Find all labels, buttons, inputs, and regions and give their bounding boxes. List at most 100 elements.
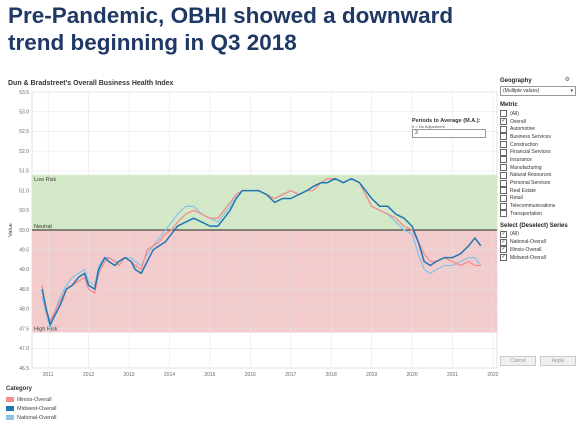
filter-options-icon[interactable]: ⚙ (564, 77, 570, 83)
y-tick-label: 50.5 (19, 208, 29, 214)
metric-option[interactable]: Retail (500, 194, 576, 203)
y-tick-label: 53.0 (19, 110, 29, 116)
checkbox[interactable] (500, 141, 507, 149)
checkbox[interactable] (500, 194, 507, 202)
checkbox[interactable]: ✓ (500, 230, 507, 238)
metric-option[interactable]: Business Services (500, 133, 576, 141)
metric-option-label: Business Services (510, 133, 551, 140)
x-tick-label: 2020 (407, 372, 418, 378)
metric-option-label: Transportation (510, 210, 543, 217)
metric-option[interactable]: ✓ Overall (500, 118, 576, 126)
legend-swatch (6, 406, 14, 411)
geography-title: Geography (500, 78, 532, 84)
x-tick-label: 2022 (487, 372, 498, 378)
checkbox[interactable]: ✓ (500, 238, 507, 246)
metric-option[interactable]: Construction (500, 141, 576, 149)
periods-input[interactable]: 3 (412, 129, 486, 138)
metric-option-label: Telecommunications (510, 203, 556, 210)
checkbox[interactable]: ✓ (500, 254, 507, 262)
periods-title: Periods to Average (M.A.): (412, 118, 481, 124)
metric-option-label: Personal Services (510, 180, 551, 187)
x-tick-label: 2014 (164, 372, 175, 378)
legend-title: Category (6, 386, 33, 392)
legend-swatch (6, 415, 14, 420)
y-tick-label: 53.5 (19, 90, 29, 96)
y-tick-label: 47.5 (19, 326, 29, 332)
y-tick-label: 50.0 (19, 228, 29, 234)
band-label: Low Risk (34, 177, 57, 183)
metric-option[interactable]: Natural Resources (500, 171, 576, 180)
series-option-label: Illinois-Overall (510, 246, 542, 253)
checkbox[interactable] (500, 210, 507, 218)
line-chart: 46.5 47.0 47.5 48.0 48.5 49.0 49.5 50.0 50.5 51.0… (8, 90, 499, 378)
legend-label: Midwest-Overall (17, 405, 57, 412)
y-tick-label: 52.0 (19, 149, 29, 155)
checkbox[interactable] (500, 171, 507, 179)
metric-option-label: (All) (510, 110, 519, 117)
y-tick-label: 46.5 (19, 366, 29, 372)
series-line-midwest-overall (41, 177, 482, 326)
checkbox[interactable] (500, 133, 507, 141)
series-option[interactable]: ✓ National-Overall (500, 238, 576, 246)
metric-option[interactable]: (All) (500, 110, 576, 118)
checkbox[interactable] (500, 156, 507, 164)
metric-option[interactable]: Manufacturing (500, 164, 576, 172)
x-tick-label: 2018 (326, 372, 337, 378)
series-option-label: National-Overall (510, 239, 546, 246)
y-tick-label: 47.0 (19, 346, 29, 352)
y-tick-label: 51.0 (19, 188, 29, 194)
series-select-title: Select (Deselect) Series (500, 222, 568, 229)
checkbox[interactable] (500, 187, 507, 195)
metric-option[interactable]: Transportation (500, 210, 576, 218)
legend-item[interactable]: Midwest-Overall (6, 404, 56, 413)
metric-option-label: Manufacturing (510, 164, 542, 171)
headline: Pre-Pandemic, OBHI showed a downward tre… (8, 3, 454, 55)
risk-band (32, 174, 497, 230)
x-tick-label: 2015 (204, 372, 215, 378)
checkbox[interactable] (500, 148, 507, 156)
metric-option[interactable]: Insurance (500, 156, 576, 164)
metric-option[interactable]: Personal Services (500, 179, 576, 187)
metric-option-label: Automotive (510, 126, 536, 133)
series-option[interactable]: ✓ (All) (500, 230, 576, 239)
metric-option[interactable]: Telecommunications (500, 202, 576, 210)
chart-title: Dun & Bradstreet's Overall Business Heal… (8, 80, 174, 87)
x-tick-label: 2021 (447, 372, 458, 378)
series-option-label: Midwest-Overall (510, 254, 546, 261)
checkbox[interactable] (500, 202, 507, 210)
legend-swatch (6, 397, 14, 402)
series-option-label: (All) (510, 231, 519, 238)
legend-item[interactable]: National-Overall (6, 413, 56, 422)
y-tick-label: 48.5 (19, 287, 29, 293)
series-line-illinois-overall (41, 178, 481, 322)
metric-option-label: Insurance (510, 156, 532, 163)
checkbox[interactable] (500, 110, 507, 118)
metric-option[interactable]: Real Estate (500, 187, 576, 195)
geography-value: (Multiple values) (503, 88, 540, 94)
x-tick-label: 2017 (285, 372, 296, 378)
y-tick-label: 48.0 (19, 307, 29, 313)
geography-dropdown[interactable]: (Multiple values) ▾ (500, 86, 576, 96)
periods-subtitle: 0 = No Adjustment (412, 124, 445, 129)
metric-option-label: Natural Resources (510, 172, 552, 179)
checkbox[interactable] (500, 125, 507, 133)
x-tick-label: 2019 (366, 372, 377, 378)
apply-button[interactable]: Apply (540, 356, 576, 366)
legend-item[interactable]: Illinois-Overall (6, 395, 56, 404)
neutral-label: Neutral (34, 224, 52, 230)
legend: Category Illinois-Overall Midwest-Overall… (6, 386, 56, 422)
checkbox[interactable] (500, 164, 507, 172)
series-option[interactable]: ✓ Illinois-Overall (500, 246, 576, 254)
series-option[interactable]: ✓ Midwest-Overall (500, 254, 576, 262)
risk-band (32, 230, 497, 333)
legend-label: National-Overall (17, 414, 57, 421)
checkbox[interactable]: ✓ (500, 246, 507, 254)
cancel-button[interactable]: Cancel (500, 356, 536, 366)
metric-option[interactable]: Automotive (500, 125, 576, 133)
metric-option-label: Financial Services (510, 149, 551, 156)
checkbox[interactable] (500, 179, 507, 187)
metric-option-label: Retail (510, 195, 523, 202)
checkbox[interactable]: ✓ (500, 118, 507, 126)
metric-option[interactable]: Financial Services (500, 148, 576, 156)
periods-control: Periods to Average (M.A.): 0 = No Adjust… (412, 118, 488, 138)
